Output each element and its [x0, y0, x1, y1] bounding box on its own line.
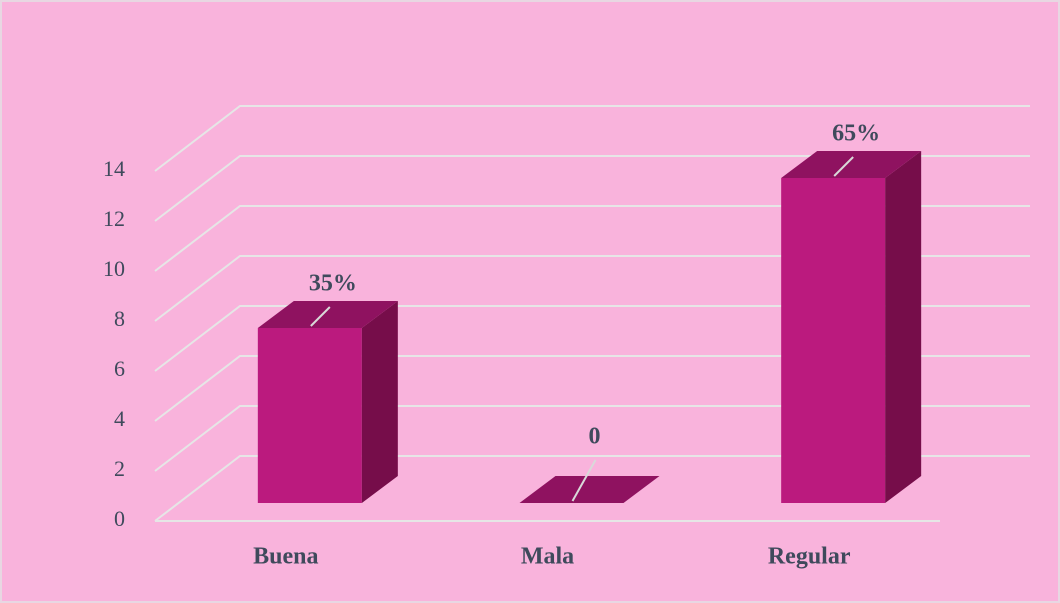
- bar-side: [361, 301, 398, 503]
- bar-top: [781, 151, 922, 178]
- y-tick-label: 0: [114, 506, 125, 531]
- bar-top: [519, 476, 660, 503]
- leader-line: [571, 459, 597, 502]
- grid-line: [154, 255, 1030, 322]
- data-label: 35%: [309, 271, 357, 297]
- bar: [519, 476, 660, 503]
- grid-line: [154, 155, 1030, 222]
- bar: [781, 151, 922, 503]
- y-tick-label: 2: [114, 456, 125, 481]
- grid-line: [154, 455, 1030, 522]
- y-tick-label: 4: [114, 406, 125, 431]
- grid-line: [154, 355, 1030, 422]
- y-tick-label: 6: [114, 356, 125, 381]
- y-tick-label: 8: [114, 306, 125, 331]
- y-tick-label: 14: [103, 156, 125, 181]
- grid-line: [154, 205, 1030, 272]
- x-tick-label: Regular: [768, 544, 851, 570]
- bar: [257, 301, 398, 503]
- bar-side: [885, 151, 922, 503]
- grid-line: [154, 405, 1030, 472]
- bar-top: [257, 301, 398, 328]
- grid-line: [154, 305, 1030, 372]
- leader-line: [833, 156, 854, 177]
- data-label: 65%: [832, 121, 880, 147]
- data-label: 0: [589, 424, 601, 450]
- bar-front: [257, 328, 362, 503]
- bar-front: [781, 178, 886, 503]
- y-tick-label: 10: [103, 256, 125, 281]
- x-tick-label: Mala: [521, 544, 574, 570]
- grid-line: [154, 105, 1030, 172]
- x-tick-label: Buena: [253, 544, 318, 570]
- leader-line: [310, 306, 331, 327]
- y-tick-label: 12: [103, 206, 125, 231]
